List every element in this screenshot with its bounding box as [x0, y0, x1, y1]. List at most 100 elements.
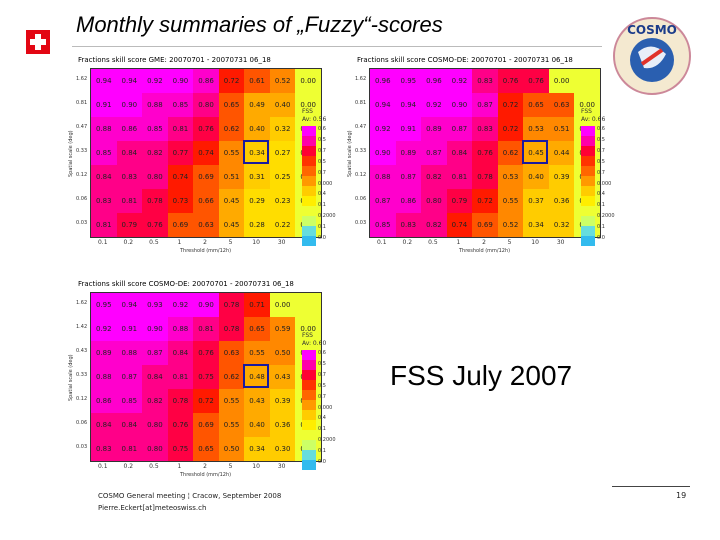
heatmap-cell: 0.78 — [167, 389, 194, 413]
heatmap-cell: 0.30 — [269, 437, 296, 461]
heatmap-cell: 0.74 — [446, 213, 473, 237]
heatmap-cell: 0.37 — [523, 189, 549, 213]
heatmap-cell: 0.84 — [91, 165, 117, 189]
heatmap-cell: 0.34 — [523, 213, 549, 237]
heatmap-cell: 0.69 — [472, 213, 498, 237]
colorbar-tick-label: 0.000 — [597, 180, 612, 187]
x-tick-label: 1 — [177, 463, 182, 470]
heatmap-cell: 0.69 — [193, 165, 219, 189]
heatmap-cell: 0.50 — [269, 341, 296, 365]
x-tick-label: 2 — [203, 463, 207, 470]
colorbar-swatch — [302, 439, 316, 450]
colorbar-swatch — [581, 135, 595, 146]
fss-chart-1: Fractions skill score GME: 20070701 - 20… — [66, 56, 342, 266]
heatmap-cell: 0.31 — [244, 165, 270, 189]
cosmo-logo: COSMO — [613, 17, 691, 95]
colorbar-tick-label: 0.5 — [318, 360, 326, 367]
y-axis-label: Spatial scale (deg) — [68, 130, 74, 177]
heatmap-cell: 0.88 — [91, 117, 117, 141]
heatmap-cell: 0.88 — [167, 317, 194, 341]
fss-chart-2: Fractions skill score COSMO-DE: 20070701… — [345, 56, 621, 266]
heatmap-cell: 0.92 — [142, 69, 168, 93]
colorbar-swatch — [302, 389, 316, 400]
heatmap-cell: 0.78 — [218, 293, 245, 317]
colorbar-tick-label: 0.1 — [318, 426, 326, 433]
colorbar-swatch — [302, 369, 316, 380]
heatmap-cell: 0.72 — [472, 189, 498, 213]
heatmap-cell: 0.81 — [167, 365, 194, 389]
heatmap-cell: 0.82 — [142, 141, 168, 165]
y-tick-label: 0.06 — [355, 196, 367, 202]
heatmap-cell: 0.40 — [244, 117, 270, 141]
heatmap-cell: 0.76 — [497, 69, 524, 93]
heatmap-cell: 0.69 — [167, 213, 194, 237]
x-tick-label: 5 — [228, 239, 233, 246]
colorbar-swatch — [302, 359, 316, 370]
heatmap-cell: 0.39 — [548, 165, 575, 189]
heatmap-cell: 0.85 — [116, 389, 143, 413]
y-tick-label: 1.62 — [355, 76, 367, 82]
heatmap-cell: 0.94 — [370, 93, 396, 117]
colorbar-tick-label: 0.1 — [318, 202, 326, 209]
heatmap-cell: 0.65 — [193, 437, 219, 461]
colorbar-swatch — [302, 225, 316, 236]
heatmap-cell: 0.88 — [370, 165, 396, 189]
colorbar-swatch — [302, 449, 316, 460]
colorbar-swatch — [581, 145, 595, 156]
y-tick-label: 0.12 — [76, 172, 88, 178]
heatmap-cell: 0.79 — [446, 189, 473, 213]
heatmap-cell: 0.00 — [295, 93, 321, 117]
legend-average: Av: 0.60 — [302, 340, 327, 347]
heatmap-cell: 0.53 — [523, 117, 549, 141]
heatmap-cell: 0.69 — [193, 413, 219, 437]
x-tick-label: 5 — [507, 239, 512, 246]
x-axis-label: Threshold (mm/12h) — [180, 248, 232, 254]
colorbar-swatch — [581, 185, 595, 196]
heatmap-cell: 0.94 — [116, 293, 143, 317]
heatmap-cell: 0.65 — [244, 317, 270, 341]
colorbar-tick-label: 0.7 — [318, 169, 326, 176]
heatmap-cell: 0.52 — [497, 213, 524, 237]
colorbar-tick-label: 0.7 — [597, 169, 605, 176]
colorbar-swatch — [302, 126, 316, 136]
heatmap-cell: 0.63 — [193, 213, 219, 237]
colorbar-tick-label: 0.1 — [318, 448, 326, 455]
colorbar-tick-label: 0.5 — [597, 136, 605, 143]
heatmap-cell: 0.49 — [244, 93, 270, 117]
x-tick-label: 10 — [531, 239, 539, 246]
colorbar-tick-label: 0.6 — [318, 350, 326, 356]
heatmap-cell: 0.32 — [548, 213, 575, 237]
colorbar-tick-label: 0.4 — [597, 191, 605, 198]
heatmap-cell: 0.84 — [116, 141, 143, 165]
colorbar-swatch — [302, 459, 316, 470]
heatmap-cell: 0.63 — [548, 93, 575, 117]
heatmap-cell: 0.44 — [548, 141, 575, 165]
heatmap-cell: 0.81 — [193, 317, 219, 341]
colorbar-swatch — [302, 419, 316, 430]
x-tick-label: 0.1 — [97, 239, 108, 246]
x-tick-label: 5 — [228, 463, 233, 470]
heatmap-cell: 0.74 — [167, 165, 194, 189]
colorbar-swatch — [302, 429, 316, 440]
heatmap-cell: 0.80 — [421, 189, 447, 213]
x-tick-label: 1 — [177, 239, 182, 246]
heatmap-cell: 0.52 — [269, 69, 296, 93]
colorbar-tick-label: 0.4 — [318, 415, 326, 422]
heatmap-cell: 0.88 — [91, 365, 117, 389]
heatmap-cell: 0.55 — [218, 389, 245, 413]
heatmap-grid: 0.96 0.95 0.96 0.92 0.83 0.76 0.76 0.00 0.94 0.94… — [369, 68, 601, 238]
colorbar-swatch — [302, 155, 316, 166]
legend-average: Av: 0.66 — [581, 116, 606, 123]
swiss-flag-logo — [26, 30, 50, 54]
heatmap-cell: 0.36 — [269, 413, 296, 437]
colorbar-tick-label: 0.2000 — [318, 437, 336, 444]
y-tick-label: 0.33 — [76, 148, 88, 154]
heatmap-cell: 0.91 — [116, 317, 143, 341]
heatmap-cell: 0.76 — [193, 341, 219, 365]
y-tick-label: 0.06 — [76, 420, 88, 426]
colorbar-swatch — [302, 235, 316, 246]
heatmap-cell: 0.51 — [218, 165, 245, 189]
y-tick-label: 0.47 — [76, 124, 88, 130]
colorbar-tick-label: 0.0 — [597, 235, 605, 242]
heatmap-cell: 0.92 — [421, 93, 447, 117]
